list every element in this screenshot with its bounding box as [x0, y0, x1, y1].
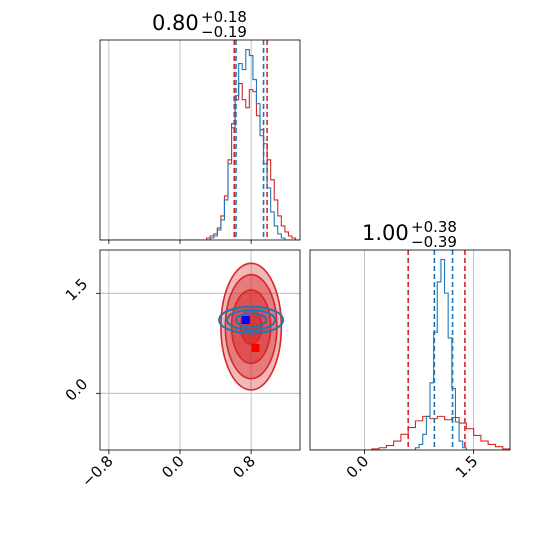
- contour-bottom-left: [218, 262, 285, 391]
- axes-frame-top-left: [99, 39, 301, 241]
- grid-top-left: [108, 40, 252, 240]
- blue-contour-level: [226, 309, 277, 331]
- axes-frame-bottom-right: [309, 249, 511, 451]
- histogram-top-left: [100, 40, 300, 240]
- marker-point: [251, 344, 260, 352]
- blue-contour-level: [218, 305, 285, 335]
- title-top-left: 0.80 +0.18 −0.19: [152, 8, 247, 41]
- title-bottom-right: 1.00 +0.38 −0.39: [362, 218, 457, 251]
- hist-series-blue: [310, 258, 510, 450]
- x-tick-label: 0.8: [229, 452, 259, 482]
- x-tick-label: 1.5: [452, 452, 482, 482]
- blue-contour-level: [235, 312, 268, 328]
- title-lower-top-left: −0.19: [201, 23, 247, 41]
- y-tick-label: 1.5: [62, 275, 92, 305]
- panel-bottom-right: 0.0 1.5 1.00 +0.38 −0.39: [309, 218, 511, 482]
- x-tick-label: −0.8: [78, 452, 116, 490]
- title-lower-bottom-right: −0.39: [411, 233, 457, 251]
- hist-series-red: [310, 415, 510, 450]
- title-value-bottom-right: 1.00: [362, 221, 409, 245]
- panel-top-left: 0.80 +0.18 −0.19: [99, 8, 301, 244]
- title-value-top-left: 0.80: [152, 11, 199, 35]
- grid-bottom-right: [364, 250, 475, 450]
- hist-series-blue: [100, 48, 300, 240]
- hist-series-red: [100, 83, 300, 240]
- x-tick-label: 0.0: [343, 452, 373, 482]
- title-upper-top-left: +0.18: [201, 8, 247, 26]
- y-tick-label: 0.0: [62, 375, 92, 405]
- title-upper-bottom-right: +0.38: [411, 218, 457, 236]
- axes-frame-bottom-left: [99, 249, 301, 451]
- marker-point: [241, 316, 250, 324]
- ticks-bottom-right: 0.0 1.5: [343, 450, 482, 482]
- panel-bottom-left: −0.8 0.0 0.8 0.0 1.5: [62, 249, 301, 491]
- x-tick-label: 0.0: [158, 452, 188, 482]
- histogram-bottom-right: [310, 250, 510, 450]
- ticks-top-left: [108, 240, 252, 244]
